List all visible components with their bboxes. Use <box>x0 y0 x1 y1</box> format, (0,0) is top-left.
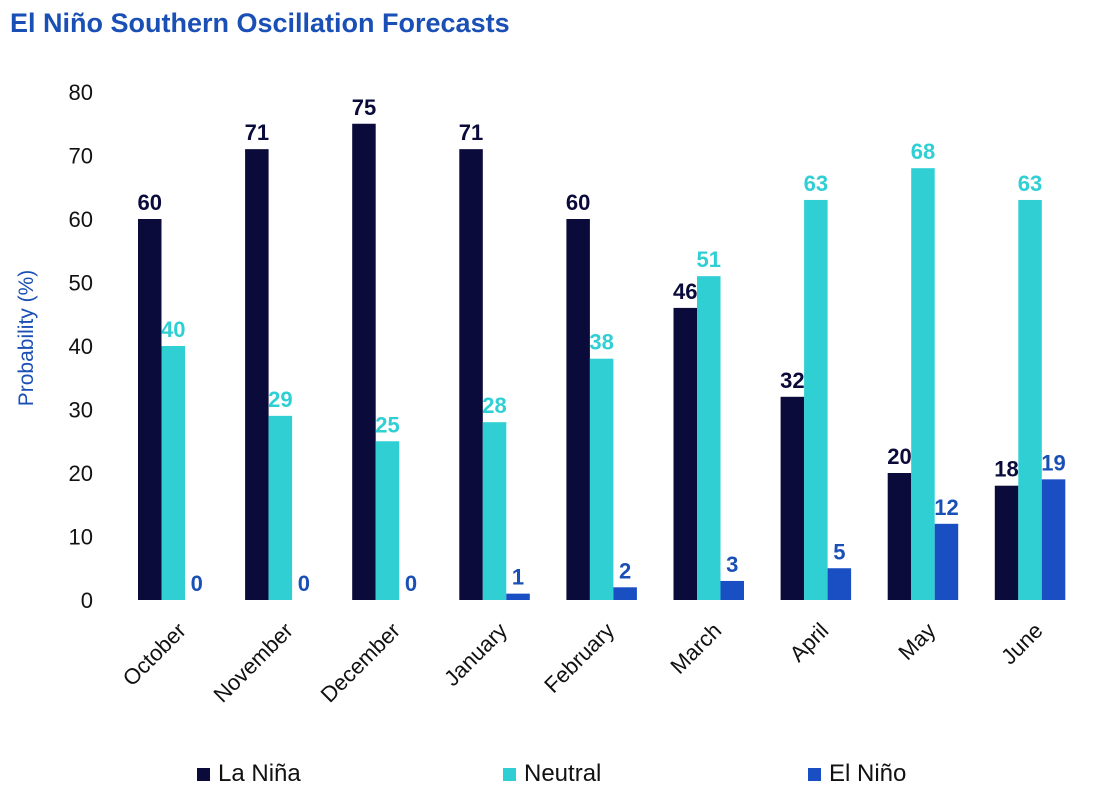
bar-june-1 <box>1018 199 1042 600</box>
bar-april-0 <box>780 396 805 600</box>
bar-january-2 <box>506 593 530 600</box>
data-label: 60 <box>138 190 162 215</box>
data-label: 18 <box>994 457 1018 482</box>
data-label: 12 <box>934 495 958 520</box>
bar-may-0 <box>887 473 912 600</box>
y-tick-label: 30 <box>69 398 93 423</box>
category-label-november: November <box>208 618 297 707</box>
data-label: 0 <box>191 571 203 596</box>
bar-november-1 <box>268 415 293 600</box>
legend-item-0: La Niña <box>197 760 301 788</box>
bar-april-2 <box>827 568 852 600</box>
data-label: 63 <box>1018 171 1042 196</box>
legend-label: La Niña <box>218 760 301 787</box>
bar-february-1 <box>589 358 614 600</box>
data-label: 32 <box>780 368 804 393</box>
category-labels: October November December January February Ma… <box>118 618 1048 707</box>
data-label: 71 <box>459 120 483 145</box>
category-label-may: May <box>893 618 940 665</box>
data-label: 29 <box>268 387 292 412</box>
data-label: 63 <box>804 171 828 196</box>
legend-swatch <box>503 767 516 781</box>
legend-item-2: El Niño <box>808 760 906 788</box>
y-tick-label: 10 <box>69 525 93 550</box>
bar-may-1 <box>911 168 935 600</box>
bar-may-2 <box>934 523 959 600</box>
y-axis-title: Probability (%) <box>15 270 38 407</box>
bar-december-0 <box>352 123 376 600</box>
bar-february-2 <box>613 587 637 600</box>
data-label: 51 <box>697 247 721 272</box>
data-label: 75 <box>352 95 376 120</box>
data-label: 46 <box>673 279 697 304</box>
category-label-april: April <box>785 618 834 667</box>
data-label: 5 <box>833 539 845 564</box>
bar-march-1 <box>697 276 721 600</box>
data-label: 3 <box>726 552 738 577</box>
bar-october-1 <box>161 346 185 600</box>
data-label: 38 <box>589 330 613 355</box>
bar-february-0 <box>566 219 590 600</box>
category-label-march: March <box>665 618 726 679</box>
bar-january-1 <box>482 422 507 600</box>
y-tick-label: 0 <box>81 588 93 613</box>
data-label: 68 <box>911 139 935 164</box>
legend-label: El Niño <box>829 760 907 787</box>
data-label: 28 <box>482 393 506 418</box>
data-label: 40 <box>161 317 185 342</box>
y-tick-label: 60 <box>69 207 93 232</box>
data-label: 25 <box>375 412 399 437</box>
y-tick-label: 50 <box>69 271 93 296</box>
data-label: 0 <box>298 571 310 596</box>
y-tick-label: 70 <box>69 144 93 169</box>
bar-march-2 <box>720 580 744 600</box>
legend-item-1: Neutral <box>503 760 601 788</box>
bar-march-0 <box>673 307 697 600</box>
category-label-january: January <box>439 618 512 691</box>
bars <box>138 123 1066 600</box>
legend-label: Neutral <box>524 760 602 787</box>
legend: La Niña Neutral El Niño <box>0 760 1100 796</box>
bar-april-1 <box>804 199 828 600</box>
data-label: 60 <box>566 190 590 215</box>
data-label: 71 <box>245 120 269 145</box>
data-label: 1 <box>512 565 524 590</box>
bar-january-0 <box>459 149 483 600</box>
category-label-june: June <box>996 618 1047 669</box>
legend-swatch <box>808 767 821 781</box>
category-label-october: October <box>118 618 191 691</box>
y-axis-ticks: 0 10 20 30 40 50 60 70 80 <box>69 80 93 613</box>
y-tick-label: 20 <box>69 461 93 486</box>
data-label: 2 <box>619 558 631 583</box>
data-label: 0 <box>405 571 417 596</box>
bar-june-0 <box>994 485 1019 600</box>
data-label: 20 <box>887 444 911 469</box>
category-label-february: February <box>539 618 619 698</box>
category-label-december: December <box>316 618 405 707</box>
bar-june-2 <box>1041 479 1066 600</box>
chart-title: El Niño Southern Oscillation Forecasts <box>10 8 510 38</box>
bar-october-0 <box>138 219 162 600</box>
bar-november-0 <box>245 149 269 600</box>
bar-december-1 <box>375 441 400 600</box>
data-label: 19 <box>1041 450 1065 475</box>
y-axis-title-group: Probability (%) <box>15 270 38 407</box>
y-tick-label: 40 <box>69 334 93 359</box>
y-tick-label: 80 <box>69 80 93 105</box>
legend-swatch <box>197 767 210 781</box>
